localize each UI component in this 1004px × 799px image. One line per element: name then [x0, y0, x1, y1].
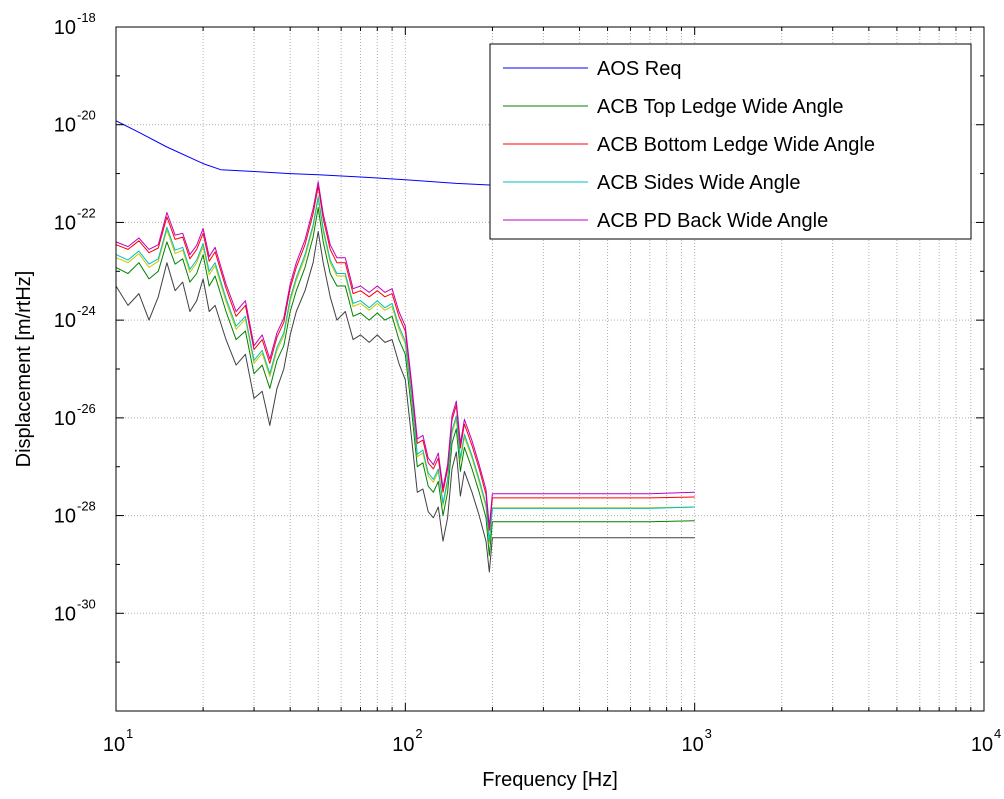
legend: AOS Req ACB Top Ledge Wide Angle ACB Botto…	[489, 43, 972, 240]
legend-label: ACB Top Ledge Wide Angle	[597, 96, 843, 118]
x-tick-label: 104	[971, 726, 1001, 756]
x-tick-label: 101	[103, 726, 133, 756]
legend-entry: AOS Req	[503, 58, 681, 80]
y-tick-label: 10 -30	[54, 596, 96, 625]
series-line-6	[115, 231, 695, 573]
y-tick-exponent: -18	[77, 10, 96, 25]
y-tick-label: 10 -28	[54, 499, 96, 528]
legend-entry: ACB PD Back Wide Angle	[503, 210, 828, 232]
y-tick-label: 10 -18	[54, 10, 96, 39]
x-tick-base: 10	[971, 734, 993, 756]
legend-label: AOS Req	[597, 58, 681, 80]
legend-items: AOS Req ACB Top Ledge Wide Angle ACB Botto…	[503, 58, 875, 232]
x-tick-label: 103	[682, 726, 712, 756]
series-line-4	[115, 181, 695, 527]
x-tick-exponent: 4	[994, 726, 1001, 741]
ticks	[116, 26, 984, 712]
y-tick-base: 10	[54, 408, 76, 430]
legend-label: ACB Sides Wide Angle	[597, 172, 800, 194]
y-tick-label: 10 -22	[54, 205, 96, 234]
legend-entry: ACB Bottom Ledge Wide Angle	[503, 134, 875, 156]
y-tick-exponent: -30	[77, 596, 96, 611]
y-tick-base: 10	[54, 17, 76, 39]
x-tick-exponent: 2	[415, 726, 422, 741]
series-layer	[115, 120, 695, 573]
y-tick-exponent: -28	[77, 499, 96, 514]
x-tick-exponent: 3	[705, 726, 712, 741]
x-tick-base: 10	[103, 734, 125, 756]
legend-box	[489, 43, 972, 240]
y-tick-exponent: -22	[77, 205, 96, 220]
x-tick-base: 10	[682, 734, 704, 756]
series-line-2	[115, 185, 695, 531]
x-axis-title: Frequency [Hz]	[482, 769, 618, 791]
x-tick-base: 10	[392, 734, 414, 756]
y-tick-label: 10 -24	[54, 303, 96, 332]
grid	[116, 27, 984, 711]
series-line-1	[115, 207, 695, 557]
legend-entry: ACB Sides Wide Angle	[503, 172, 800, 194]
y-tick-base: 10	[54, 603, 76, 625]
y-tick-label: 10 -26	[54, 401, 96, 430]
y-tick-base: 10	[54, 115, 76, 137]
y-tick-base: 10	[54, 310, 76, 332]
legend-label: ACB Bottom Ledge Wide Angle	[597, 134, 875, 156]
y-tick-exponent: -24	[77, 303, 96, 318]
y-tick-label: 10 -20	[54, 108, 96, 137]
y-tick-exponent: -26	[77, 401, 96, 416]
y-tick-exponent: -20	[77, 108, 96, 123]
legend-entry: ACB Top Ledge Wide Angle	[503, 96, 843, 118]
series-line-3	[115, 196, 695, 542]
x-tick-label: 102	[392, 726, 422, 756]
x-tick-exponent: 1	[126, 726, 133, 741]
legend-label: ACB PD Back Wide Angle	[597, 210, 828, 232]
y-tick-base: 10	[54, 212, 76, 234]
y-axis-title: Displacement [m/rtHz]	[13, 271, 35, 468]
y-tick-base: 10	[54, 506, 76, 528]
